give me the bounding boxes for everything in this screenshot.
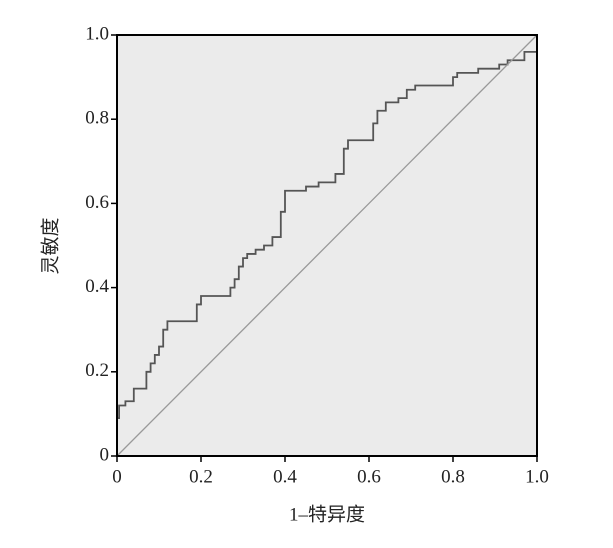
y-tick-label: 0 [100,444,110,465]
roc-curve [116,50,537,456]
plot-frame [116,34,538,457]
y-axis-label: 灵敏度 [39,217,61,274]
reference-line [116,34,538,457]
y-tick-label: 0.2 [85,360,109,381]
x-tick-label: 0.8 [441,466,465,487]
y-tick-label: 0.6 [85,192,109,213]
x-tick-label: 0.6 [357,466,381,487]
x-tick-label: 0.2 [189,466,213,487]
x-tick-label: 0.4 [273,466,297,487]
y-tick-label: 0.8 [85,108,109,129]
x-tick-label: 0 [112,466,122,487]
x-tick-label: 1.0 [525,466,549,487]
y-tick-label: 1.0 [85,23,109,44]
x-axis-label: 1–特异度 [289,503,365,525]
y-tick-label: 0.4 [85,276,109,297]
